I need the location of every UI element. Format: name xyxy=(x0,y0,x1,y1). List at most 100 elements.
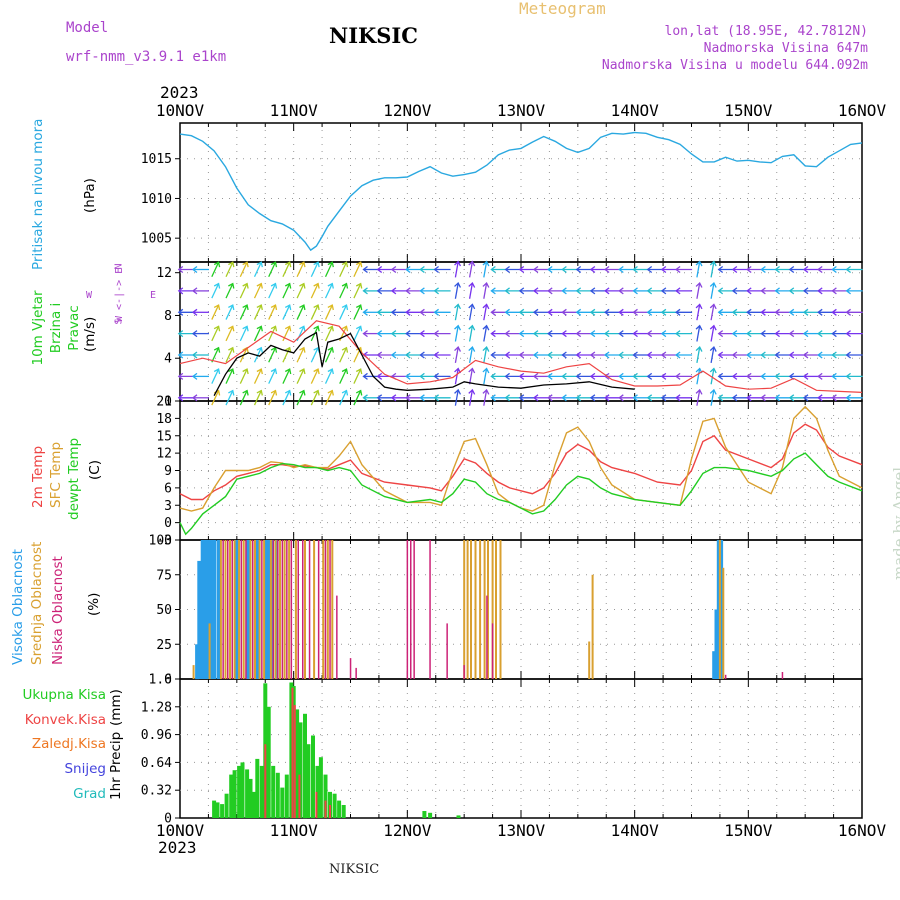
cloud-bar xyxy=(229,540,231,679)
barb-shaft xyxy=(282,368,291,384)
barb-head xyxy=(604,265,610,274)
wind-barb xyxy=(845,394,863,402)
cloud-bar xyxy=(317,540,320,679)
wind-barb xyxy=(253,282,263,299)
barb-head xyxy=(731,351,738,359)
cloud-bar xyxy=(234,540,239,679)
barb-head xyxy=(675,330,681,338)
barb-head xyxy=(191,351,198,359)
wind-unit: (m/s) xyxy=(82,316,98,352)
barb-head xyxy=(284,282,292,289)
barb-head xyxy=(695,281,703,288)
barb-head xyxy=(270,282,278,289)
barb-head xyxy=(327,282,334,289)
barb-shaft xyxy=(710,368,715,385)
x-tick-label-top: 12NOV xyxy=(383,101,432,120)
wind-barb xyxy=(353,389,363,406)
barb-head xyxy=(490,265,496,274)
barb-head xyxy=(454,303,462,310)
cloud-bar xyxy=(192,665,195,679)
barb-head xyxy=(802,308,809,316)
wind-barb xyxy=(433,330,451,338)
cloud-bar xyxy=(266,540,271,679)
wind-barb xyxy=(675,372,693,380)
wind-barb xyxy=(468,388,476,406)
barb-shaft xyxy=(296,304,305,320)
wind-barb xyxy=(211,368,221,384)
barb-head xyxy=(518,308,525,316)
wind-barb xyxy=(339,304,349,320)
barb-head xyxy=(327,325,334,332)
barb-head xyxy=(355,304,363,311)
barb-head xyxy=(589,372,596,380)
barb-head xyxy=(468,324,476,331)
barb-head xyxy=(589,308,596,316)
barb-head xyxy=(731,308,738,316)
barb-head xyxy=(618,372,624,380)
wind-barb xyxy=(239,368,249,384)
barb-shaft xyxy=(483,325,488,342)
barb-head xyxy=(504,351,510,359)
barb-head xyxy=(760,287,766,295)
barb-shaft xyxy=(268,390,277,406)
wind-barb xyxy=(225,304,235,320)
precip-bar xyxy=(293,705,296,818)
wind-barb xyxy=(253,304,263,320)
barb-shaft xyxy=(468,304,474,321)
barb-head xyxy=(774,287,780,295)
barb-head xyxy=(482,346,490,352)
barb-head xyxy=(341,325,349,332)
barb-head xyxy=(618,351,624,359)
barb-shaft xyxy=(253,261,262,278)
wind-barb xyxy=(482,260,490,278)
wind-barb xyxy=(845,287,863,295)
barb-shaft xyxy=(268,283,277,299)
wind-barb xyxy=(353,304,363,320)
barb-head xyxy=(717,351,724,359)
barb-head xyxy=(774,308,780,316)
barb-head xyxy=(454,324,462,331)
barb-shaft xyxy=(483,261,488,278)
y-tick-label: 4 xyxy=(164,352,172,367)
barb-shaft xyxy=(282,261,291,278)
barb-head xyxy=(433,351,439,359)
barb-head xyxy=(376,330,383,338)
precip-bar xyxy=(212,800,217,818)
barb-head xyxy=(419,372,425,380)
cloud-bar xyxy=(227,540,229,679)
barb-head xyxy=(518,330,525,338)
barb-head xyxy=(405,394,411,402)
chart-title: NIKSIC xyxy=(329,23,418,48)
barb-head xyxy=(746,351,752,359)
wind-barb xyxy=(324,346,334,363)
compass-w: W xyxy=(86,290,93,301)
barb-head xyxy=(313,304,320,311)
barb-head xyxy=(695,324,703,331)
precip-bar xyxy=(248,778,253,818)
barb-head xyxy=(504,330,510,338)
cloud-bar xyxy=(270,540,275,679)
barb-head xyxy=(468,303,476,310)
wind-barb xyxy=(695,260,703,278)
y-tick-label: 8 xyxy=(164,309,172,324)
legend-snow: Snijeg xyxy=(64,761,106,777)
precip-bar xyxy=(298,774,301,818)
barb-head xyxy=(589,265,596,274)
precip-bar xyxy=(298,722,303,818)
x-tick-label-bottom: 13NOV xyxy=(497,821,546,840)
x-tick-label-bottom: 15NOV xyxy=(724,821,773,840)
barb-head xyxy=(518,287,525,295)
cloud-bar xyxy=(254,540,256,679)
precip-ylabel: 1hr Precip xyxy=(108,731,124,800)
precip-bar xyxy=(237,765,242,818)
cloud-bar xyxy=(195,644,200,680)
barb-head xyxy=(589,287,596,295)
wind-barb xyxy=(482,281,490,299)
wind-barb xyxy=(709,324,717,342)
cloud-bar xyxy=(216,540,221,679)
cloud-bar xyxy=(331,540,334,679)
barb-head xyxy=(256,389,263,396)
watermark: made by Angel xyxy=(890,466,900,580)
barb-shaft xyxy=(454,261,459,278)
x-tick-label-top: 11NOV xyxy=(270,101,319,120)
